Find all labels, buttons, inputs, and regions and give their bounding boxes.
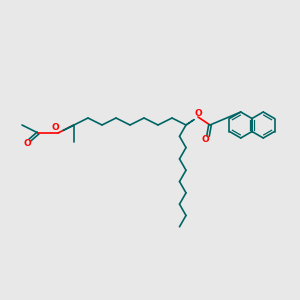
Text: O: O bbox=[201, 134, 209, 143]
Text: O: O bbox=[23, 139, 31, 148]
Polygon shape bbox=[186, 119, 194, 125]
Polygon shape bbox=[63, 125, 74, 130]
Text: O: O bbox=[194, 109, 202, 118]
Text: O: O bbox=[51, 124, 59, 133]
